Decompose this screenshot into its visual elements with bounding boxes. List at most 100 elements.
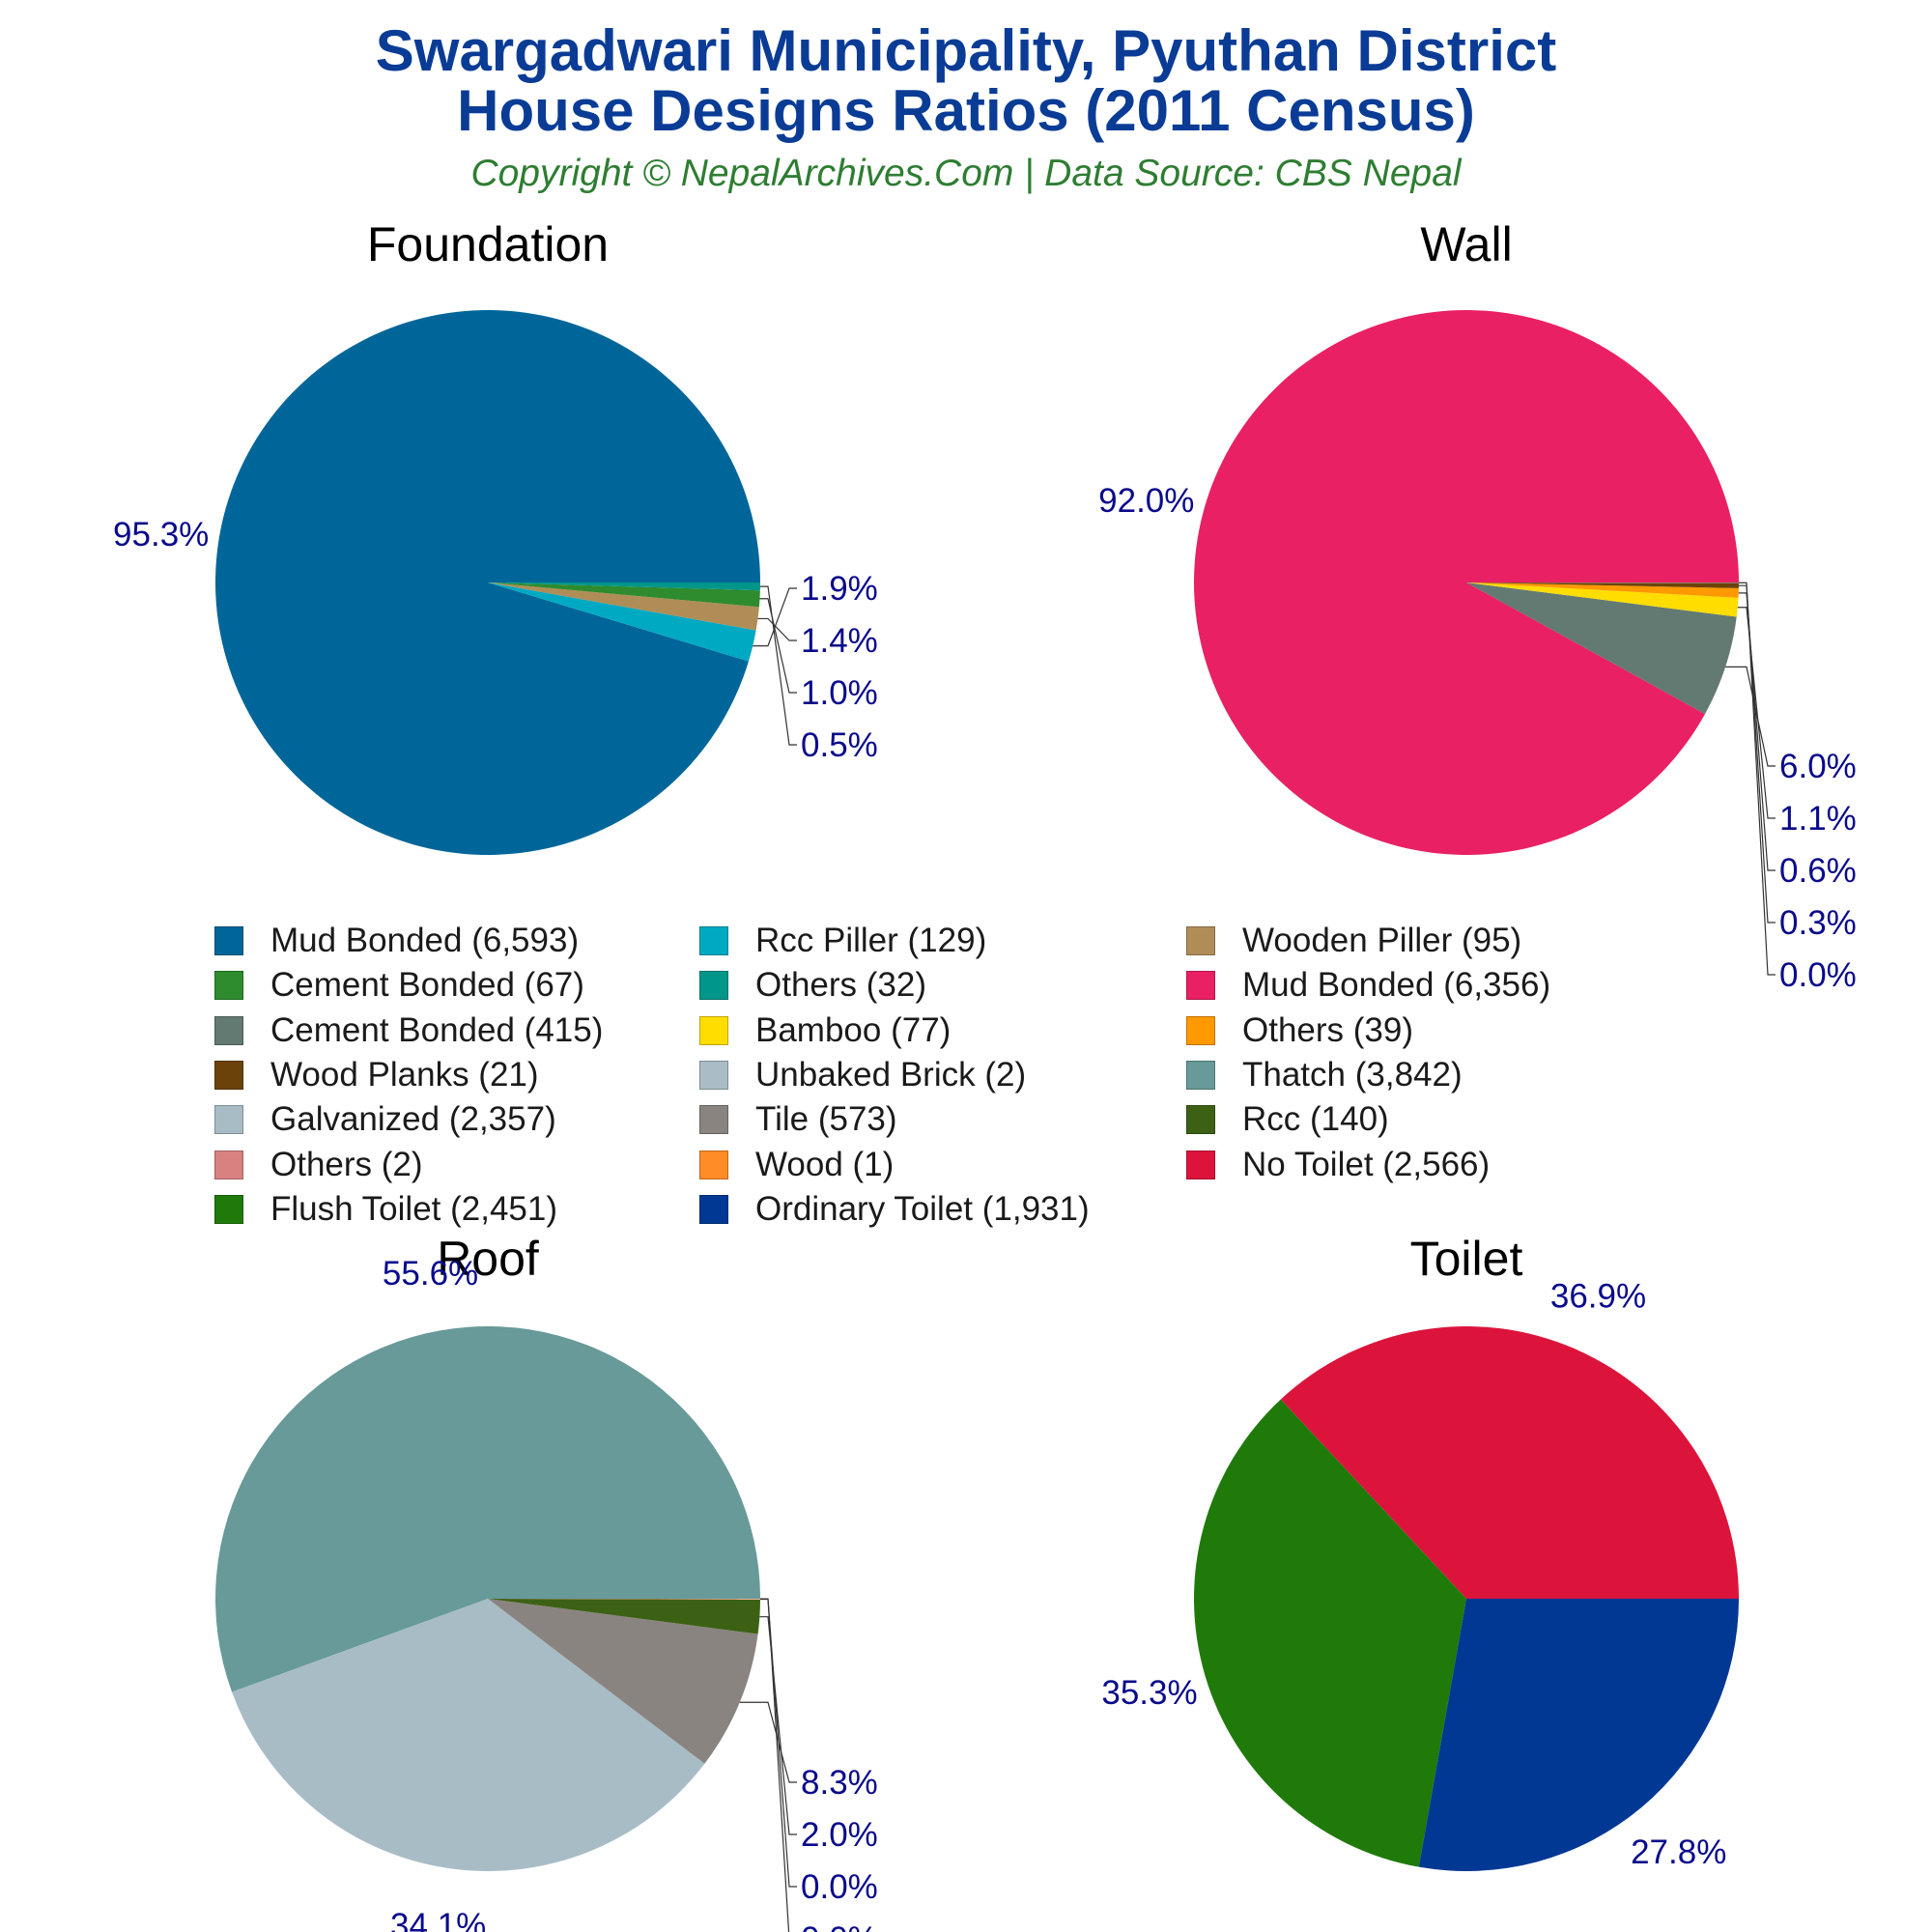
legend-label: Unbaked Brick (2) xyxy=(755,1055,1027,1094)
leader-line-foundation-rcc-piller xyxy=(753,587,797,647)
legend-label: No Toilet (2,566) xyxy=(1242,1145,1491,1183)
pie-label-roof-others: 0.0% xyxy=(801,1868,878,1906)
legend-swatch xyxy=(1186,1105,1215,1135)
legend-item-tile-573: Tile (573) xyxy=(699,1098,897,1141)
legend-swatch xyxy=(1186,1150,1215,1179)
legend-item-no-toilet-2-566: No Toilet (2,566) xyxy=(1186,1144,1490,1186)
pie-wall: Wall 92.0% 6.0% 1.1% 0.6% 0.3% 0.0% xyxy=(1098,217,1857,994)
legend-label: Cement Bonded (67) xyxy=(270,966,584,1005)
legend-swatch xyxy=(1186,1060,1215,1090)
leader-line-roof-rcc xyxy=(759,1616,797,1835)
pie-slice-foundation-wooden-piller xyxy=(488,582,759,631)
legend-swatch xyxy=(699,1194,728,1224)
leader-line-roof-tile xyxy=(739,1701,797,1783)
legend-label: Others (2) xyxy=(270,1145,423,1183)
pie-label-wall-mud-bonded: 92.0% xyxy=(1098,482,1194,520)
legend-label: Galvanized (2,357) xyxy=(270,1100,556,1139)
pie-label-roof-rcc: 2.0% xyxy=(801,1816,878,1854)
pie-label-wall-unbaked-brick: 0.0% xyxy=(1779,956,1857,994)
pie-slice-toilet-no-toilet xyxy=(1280,1326,1739,1599)
legend-item-rcc-piller-129: Rcc Piller (129) xyxy=(699,920,986,962)
leader-line-wall-cement-bonded xyxy=(1725,666,1776,767)
legend-item-thatch-3-842: Thatch (3,842) xyxy=(1186,1054,1463,1096)
leader-line-foundation-wooden-piller xyxy=(757,617,797,641)
leader-line-roof-others xyxy=(759,1598,797,1888)
leader-line-roof-wood xyxy=(760,1598,790,1932)
legend-label: Thatch (3,842) xyxy=(1242,1055,1463,1094)
legend-swatch xyxy=(1186,1015,1215,1045)
pie-title-wall: Wall xyxy=(1420,217,1512,271)
legend-item-others-2: Others (2) xyxy=(214,1144,423,1186)
legend-item-cement-bonded-415: Cement Bonded (415) xyxy=(214,1009,603,1052)
pie-slice-roof-rcc xyxy=(488,1599,760,1634)
legend-label: Tile (573) xyxy=(755,1100,897,1139)
legend-label: Rcc (140) xyxy=(1242,1100,1389,1139)
legend-label: Mud Bonded (6,356) xyxy=(1242,966,1551,1005)
leader-line-foundation-cement-bonded xyxy=(759,598,797,694)
legend-item-others-39: Others (39) xyxy=(1186,1009,1413,1052)
legend-item-wood-1: Wood (1) xyxy=(699,1144,894,1186)
pie-slice-toilet-ordinary-toilet xyxy=(1418,1599,1739,1871)
pie-slice-wall-wood-planks xyxy=(1466,582,1739,588)
legend-item-wooden-piller-95: Wooden Piller (95) xyxy=(1186,920,1521,962)
pie-slice-toilet-flush-toilet xyxy=(1194,1399,1466,1867)
leader-line-wall-bamboo xyxy=(1737,607,1776,819)
legend-swatch xyxy=(214,1015,243,1045)
leader-line-foundation-others xyxy=(759,585,797,746)
pie-label-wall-bamboo: 1.1% xyxy=(1779,800,1857,838)
legend-swatch xyxy=(1186,926,1215,955)
chart-title-line2: House Designs Ratios (2011 Census) xyxy=(457,78,1475,143)
legend-label: Others (39) xyxy=(1242,1010,1413,1049)
pie-slice-roof-tile xyxy=(488,1599,758,1764)
pie-slice-wall-mud-bonded xyxy=(1193,309,1739,855)
pie-label-wall-wood-planks: 0.3% xyxy=(1779,904,1857,942)
legend-item-others-32: Others (32) xyxy=(699,964,926,1007)
legend-label: Wooden Piller (95) xyxy=(1242,922,1522,959)
pie-foundation: Foundation 95.3% 1.9% 1.4% 1.0% 0.5% xyxy=(113,217,878,855)
pie-label-roof-thatch: 55.6% xyxy=(383,1255,478,1293)
legend-swatch xyxy=(214,1150,243,1179)
pie-label-foundation-rcc-piller: 1.9% xyxy=(801,570,878,608)
pie-label-foundation-others: 0.5% xyxy=(801,726,878,764)
legend-item-mud-bonded-6-593: Mud Bonded (6,593) xyxy=(214,920,579,962)
legend-label: Bamboo (77) xyxy=(755,1010,952,1049)
chart-title-line1: Swargadwari Municipality, Pyuthan Distri… xyxy=(375,18,1557,83)
legend-item-mud-bonded-6-356: Mud Bonded (6,356) xyxy=(1186,964,1550,1007)
pie-label-toilet-no-toilet: 36.9% xyxy=(1550,1277,1646,1315)
pie-title-toilet: Toilet xyxy=(1410,1232,1523,1286)
pie-slice-wall-bamboo xyxy=(1466,582,1739,617)
pie-label-foundation-mud-bonded: 95.3% xyxy=(113,516,209,554)
legend-swatch xyxy=(1186,971,1215,1001)
pie-slice-wall-cement-bonded xyxy=(1466,582,1737,715)
pie-label-roof-galvanized: 34.1% xyxy=(390,1907,486,1932)
legend-label: Rcc Piller (129) xyxy=(755,922,987,959)
legend-swatch xyxy=(214,926,243,955)
pie-title-roof: Roof xyxy=(437,1232,539,1286)
legend-label: Wood (1) xyxy=(755,1145,895,1183)
legend-item-rcc-140: Rcc (140) xyxy=(1186,1098,1389,1141)
legend-label: Cement Bonded (415) xyxy=(270,1010,604,1049)
legend-label: Flush Toilet (2,451) xyxy=(270,1189,558,1228)
legend-item-flush-toilet-2-451: Flush Toilet (2,451) xyxy=(214,1188,557,1231)
leader-line-wall-unbaked-brick xyxy=(1738,582,1776,976)
legend-swatch xyxy=(699,971,728,1001)
legend-swatch xyxy=(214,1194,243,1224)
pie-label-wall-cement-bonded: 6.0% xyxy=(1779,748,1857,785)
pie-slice-roof-others xyxy=(488,1599,760,1600)
legend-item-cement-bonded-67: Cement Bonded (67) xyxy=(214,964,584,1007)
leader-line-wall-others xyxy=(1738,592,1776,871)
pie-slice-foundation-others xyxy=(488,582,760,591)
legend-label: Mud Bonded (6,593) xyxy=(270,922,580,959)
legend-swatch xyxy=(699,1015,728,1045)
legend-swatch xyxy=(699,926,728,955)
pie-slice-roof-galvanized xyxy=(232,1599,705,1871)
legend-item-bamboo-77: Bamboo (77) xyxy=(699,1009,951,1052)
pie-label-wall-others: 0.6% xyxy=(1779,852,1857,890)
legend-label: Others (32) xyxy=(755,966,926,1005)
legend-swatch xyxy=(699,1150,728,1179)
pie-label-toilet-flush-toilet: 35.3% xyxy=(1101,1674,1197,1712)
legend-swatch xyxy=(214,1060,243,1090)
pie-slice-foundation-rcc-piller xyxy=(488,582,756,662)
